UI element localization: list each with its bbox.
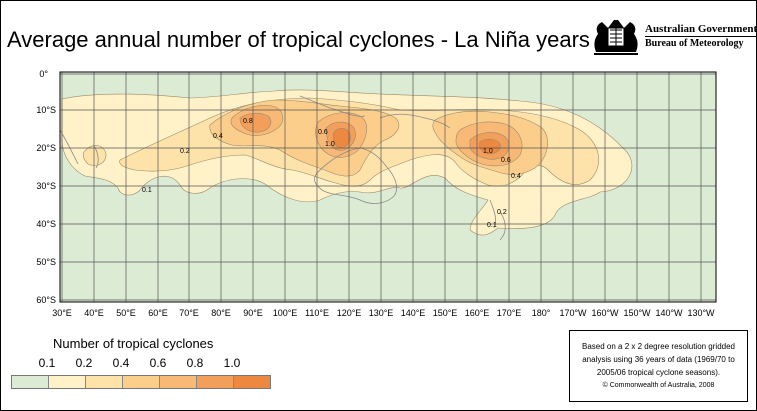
longitude-label: 140°E: [401, 308, 426, 318]
longitude-label: 50°E: [116, 308, 136, 318]
agency-name: Australian Government Bureau of Meteorol…: [645, 22, 757, 51]
longitude-label: 120°E: [337, 308, 362, 318]
longitude-label: 160°E: [465, 308, 490, 318]
longitude-label: 130°W: [687, 308, 715, 318]
longitude-label: 110°E: [305, 308, 329, 318]
legend-color-bar: [11, 375, 271, 389]
coat-of-arms-logo: [594, 20, 638, 55]
contour-label: 0.4: [213, 133, 223, 140]
agency-bureau: Bureau of Meteorology: [645, 36, 757, 51]
legend-label: 0.2: [75, 356, 93, 370]
graticule: [60, 72, 716, 302]
legend-swatch: [49, 376, 86, 388]
longitude-label: 100°E: [273, 308, 298, 318]
legend-swatch: [86, 376, 123, 388]
contour-region-0-4: [209, 99, 548, 177]
contour-label: 0.4: [511, 173, 521, 180]
latitude-label: 20°S: [36, 143, 56, 153]
latitude-label: 10°S: [36, 105, 56, 115]
copyright-text: © Commonwealth of Australia, 2008: [602, 382, 715, 389]
longitude-label: 60°E: [148, 308, 168, 318]
legend-swatch: [12, 376, 49, 388]
legend-label: 0.6: [149, 356, 167, 370]
contour-region-0-8: [239, 112, 510, 160]
legend-label: 1.0: [223, 356, 241, 370]
longitude-label: 170°W: [559, 308, 587, 318]
legend-swatch: [160, 376, 197, 388]
longitude-label: 180°: [532, 308, 551, 318]
longitude-label: 160°W: [591, 308, 619, 318]
contour-label: 1.0: [483, 148, 493, 155]
legend-swatch: [197, 376, 234, 388]
contour-label: 0.2: [497, 209, 507, 216]
latitude-label: 30°S: [36, 181, 56, 191]
longitude-label: 30°E: [52, 308, 72, 318]
longitude-label: 150°W: [623, 308, 651, 318]
longitude-label: 40°E: [84, 308, 104, 318]
note-text: Based on a 2 x 2 degree resolution gridd…: [582, 342, 735, 377]
legend-swatch: [123, 376, 160, 388]
latitude-label: 0°: [39, 69, 48, 79]
longitude-label: 70°E: [179, 308, 199, 318]
page-title: Average annual number of tropical cyclon…: [7, 27, 590, 52]
longitude-label: 150°E: [433, 308, 458, 318]
contour-label: 0.6: [501, 157, 511, 164]
contour-label: 0.1: [142, 187, 152, 194]
source-note: Based on a 2 x 2 degree resolution gridd…: [569, 330, 748, 402]
legend-label: 0.1: [38, 356, 56, 370]
contour-label: 0.8: [243, 118, 253, 125]
contour-label: 0.6: [318, 129, 328, 136]
latitude-label: 60°S: [36, 295, 56, 305]
longitude-label: 130°E: [369, 308, 394, 318]
agency-government: Australian Government: [645, 23, 757, 35]
contour-region-0-6: [230, 105, 523, 167]
legend-title: Number of tropical cyclones: [53, 336, 214, 351]
contour-label: 1.0: [325, 141, 335, 148]
longitude-label: 170°E: [497, 308, 522, 318]
longitude-label: 90°E: [243, 308, 263, 318]
contour-label: 0.2: [180, 148, 190, 155]
contour-label: 0.1: [487, 222, 497, 229]
legend-label: 0.8: [186, 356, 204, 370]
legend-swatch: [234, 376, 270, 388]
longitude-label: 140°W: [655, 308, 683, 318]
latitude-label: 50°S: [36, 257, 56, 267]
contour-region-madagascar: [82, 145, 107, 166]
contour-region-1-0: [332, 128, 501, 155]
legend-label: 0.4: [112, 356, 130, 370]
longitude-label: 80°E: [211, 308, 231, 318]
latitude-label: 40°S: [36, 219, 56, 229]
